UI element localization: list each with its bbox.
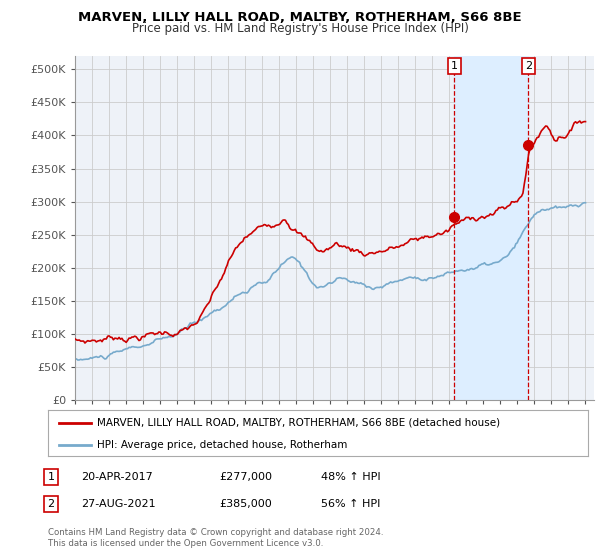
Text: HPI: Average price, detached house, Rotherham: HPI: Average price, detached house, Roth… xyxy=(97,440,347,450)
Bar xyxy=(454,56,529,400)
Text: Price paid vs. HM Land Registry's House Price Index (HPI): Price paid vs. HM Land Registry's House … xyxy=(131,22,469,35)
Text: 1: 1 xyxy=(451,61,458,71)
Text: 2: 2 xyxy=(47,499,55,509)
Text: Contains HM Land Registry data © Crown copyright and database right 2024.
This d: Contains HM Land Registry data © Crown c… xyxy=(48,528,383,548)
Text: 27-AUG-2021: 27-AUG-2021 xyxy=(81,499,155,509)
Text: MARVEN, LILLY HALL ROAD, MALTBY, ROTHERHAM, S66 8BE (detached house): MARVEN, LILLY HALL ROAD, MALTBY, ROTHERH… xyxy=(97,418,500,428)
Text: £385,000: £385,000 xyxy=(219,499,272,509)
Text: £277,000: £277,000 xyxy=(219,472,272,482)
Text: 56% ↑ HPI: 56% ↑ HPI xyxy=(321,499,380,509)
Text: 20-APR-2017: 20-APR-2017 xyxy=(81,472,153,482)
Text: 2: 2 xyxy=(525,61,532,71)
Text: MARVEN, LILLY HALL ROAD, MALTBY, ROTHERHAM, S66 8BE: MARVEN, LILLY HALL ROAD, MALTBY, ROTHERH… xyxy=(78,11,522,24)
Text: 48% ↑ HPI: 48% ↑ HPI xyxy=(321,472,380,482)
Text: 1: 1 xyxy=(47,472,55,482)
